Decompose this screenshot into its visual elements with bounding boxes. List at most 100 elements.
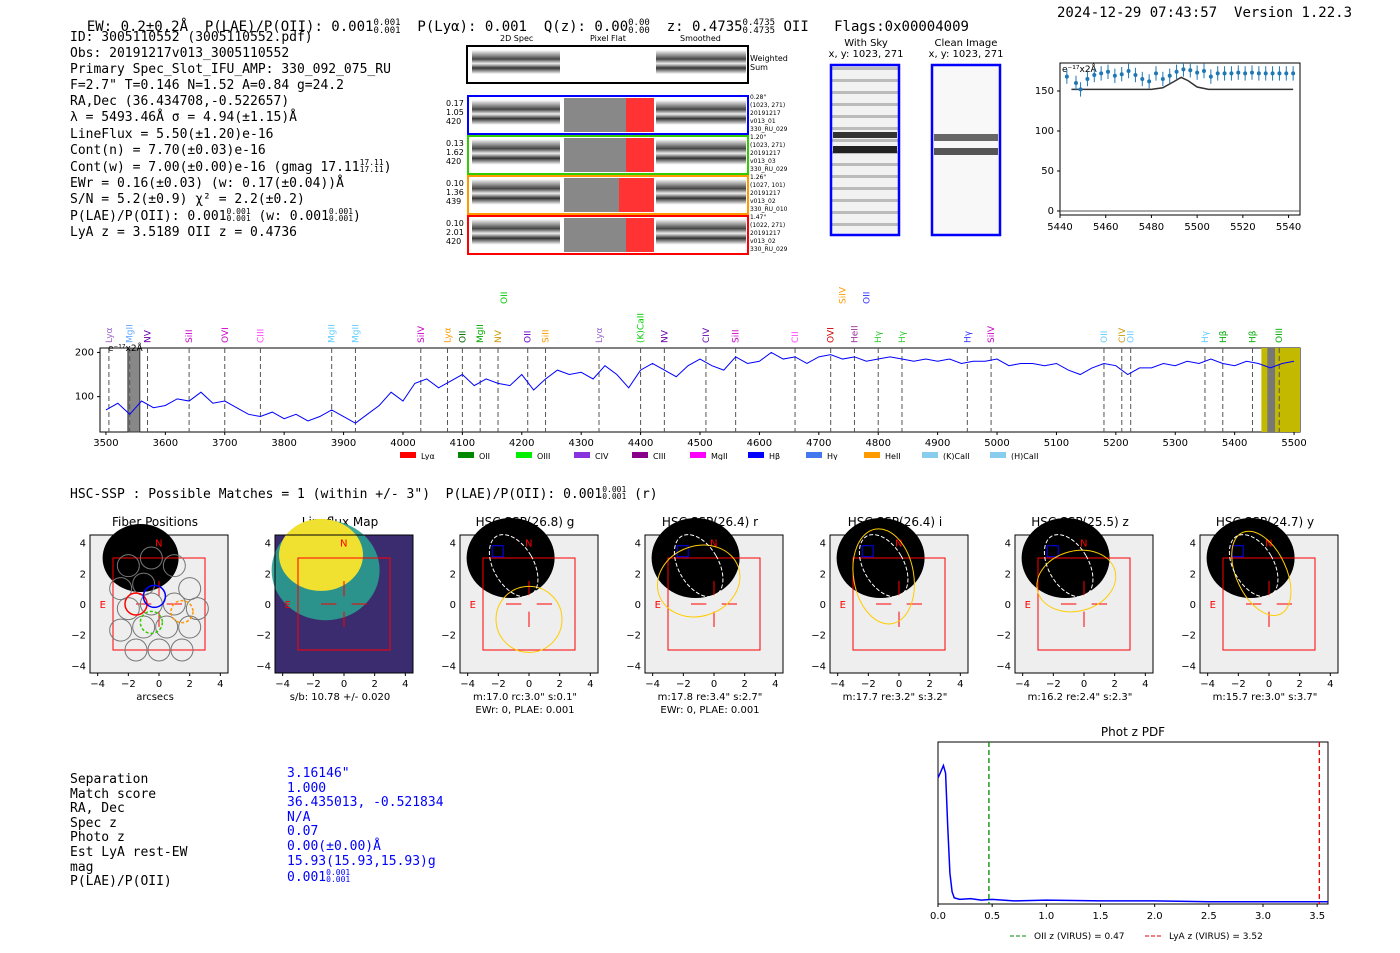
data-point <box>1222 71 1227 76</box>
pdf-line <box>937 763 1328 903</box>
aperture-box <box>1037 557 1131 651</box>
info-line: EWr = 0.16(±0.03) (w: 0.17(±0.04))Å <box>70 175 344 191</box>
match-value: 0.00(±0.00)Å <box>287 838 381 854</box>
detection-info: ID: 3005110552 (3005110552.pdf) Obs: 201… <box>70 30 392 241</box>
cutout-caption: m:17.7 re:3.2" s:3.2" <box>843 692 948 703</box>
info-plae-sup: 0.001 <box>226 207 251 217</box>
header-z: z: 0.4735 <box>666 19 743 35</box>
data-point <box>1160 77 1165 81</box>
legend-swatch <box>990 452 1006 458</box>
match-plae-sup: 0.001 <box>326 868 351 878</box>
masked-region <box>127 347 141 433</box>
aperture-box <box>852 557 946 651</box>
lineflux-peak <box>279 518 363 591</box>
x-tick-label: 3700 <box>212 438 237 449</box>
east-label: E <box>1025 600 1031 611</box>
legend-label: Lyα <box>421 452 435 460</box>
hsc-header: HSC-SSP : Possible Matches = 1 (within +… <box>70 485 658 503</box>
fiber-circle <box>139 546 163 570</box>
legend-label: (K)CaII <box>943 452 970 460</box>
cutout-ytick: −2 <box>1181 631 1196 642</box>
data-point <box>1154 71 1158 76</box>
info-line: λ = 5493.46Å σ = 4.94(±1.15)Å <box>70 110 297 126</box>
legend-label: (H)CaII <box>1011 452 1038 460</box>
x-tick-label: 4100 <box>450 438 475 449</box>
line-label-top: OII <box>500 292 510 304</box>
catalog-marker <box>1046 545 1059 558</box>
cutout-ytick: 2 <box>1005 569 1011 580</box>
fiber-circle <box>155 615 179 639</box>
cutout-xtick: 4 <box>1142 679 1148 690</box>
north-label: N <box>1080 539 1087 550</box>
match-value: 3.16146" <box>287 766 350 781</box>
match-value: 15.93(15.93,15.93)g <box>287 853 436 869</box>
x-tick-label: 5540 <box>1276 222 1301 230</box>
header-plae: P(LAE)/P(OII): 0.001 <box>204 19 374 35</box>
match-value: 36.435013, -0.521834 <box>287 795 444 811</box>
aperture-box <box>482 557 576 651</box>
data-point <box>1195 70 1200 75</box>
cutout-ytick: 4 <box>450 539 456 550</box>
row1-right: 0.28" (1023, 271) 20191217 v013_01 330_RU_02… <box>750 94 788 133</box>
east-label: E <box>100 600 106 611</box>
x-tick-label: 5400 <box>1222 438 1247 449</box>
x-tick-label: 5440 <box>1047 222 1072 230</box>
data-point <box>1085 77 1090 81</box>
match-plae-sub: 0.001 <box>326 875 351 885</box>
x-tick-label: 1.5 <box>1093 911 1109 922</box>
cutout-xtick: 0 <box>526 679 532 690</box>
data-point <box>1250 70 1254 75</box>
cutout-ytick: −2 <box>811 631 826 642</box>
info-plae-w-sub: 0.001 <box>328 214 354 224</box>
legend-swatch <box>806 452 822 458</box>
fiber-orange <box>170 599 194 624</box>
cutout-xtick: 4 <box>957 679 963 690</box>
cutout-ytick: 4 <box>80 539 86 550</box>
line-label: CII <box>791 331 801 343</box>
east-label: E <box>285 600 291 611</box>
cutout-xtick: 4 <box>402 679 408 690</box>
line-label: SiIV <box>417 325 427 343</box>
cutout-ytick: 0 <box>1190 600 1196 611</box>
cutout-xtick: 4 <box>1327 679 1333 690</box>
cutout-ytick: −2 <box>256 631 271 642</box>
x-tick-label: 4600 <box>747 438 772 449</box>
cutout-ytick: −4 <box>441 661 456 672</box>
info-line: Primary Spec_Slot_IFU_AMP: 330_092_075_R… <box>70 62 391 78</box>
x-tick-label: 3900 <box>331 438 356 449</box>
legend-label: CIII <box>653 452 666 460</box>
x-tick-label: 1.0 <box>1038 911 1054 922</box>
weighted-2d <box>472 50 560 80</box>
cutout-ytick: −4 <box>626 661 641 672</box>
header-qz-sup: 0.00 <box>628 18 650 28</box>
match-label: Photo z <box>70 830 125 846</box>
info-line: F=2.7" T=0.146 N=1.52 A=0.84 g=24.2 <box>70 78 344 94</box>
match-value: N/A <box>287 809 311 825</box>
x-tick-label: 3.5 <box>1309 911 1325 922</box>
match-label: RA, Dec <box>70 801 125 817</box>
x-tick-label: 3600 <box>153 438 178 449</box>
cutout-xtick: −2 <box>1231 679 1246 690</box>
cutout-xtick: 0 <box>711 679 717 690</box>
cutout-ytick: 2 <box>635 569 641 580</box>
line-label: MgII <box>328 324 338 343</box>
header-plae-sup: 0.001 <box>373 18 401 28</box>
match-ellipse <box>852 528 915 625</box>
info-plae-sub: 0.001 <box>226 214 251 224</box>
north-label: N <box>340 539 347 550</box>
cutout-ytick: −2 <box>71 631 86 642</box>
match-value: 0.07 <box>287 824 319 840</box>
col-2d-spec: 2D Spec <box>500 34 534 43</box>
header-z-sup: 0.4735 <box>742 18 776 28</box>
x-tick-label: 5200 <box>1103 438 1128 449</box>
cutout-xtick: 2 <box>1111 679 1117 690</box>
line-label: Lyα <box>105 327 115 343</box>
cutout-caption: m:17.0 rc:3.0" s:0.1" <box>473 692 577 703</box>
cutout-caption-2: EWr: 0, PLAE: 0.001 <box>660 705 759 716</box>
fit-center <box>1267 348 1276 432</box>
match-label: Spec z <box>70 815 117 831</box>
line-label: Lyα <box>444 327 454 343</box>
match-ellipse <box>1036 549 1117 613</box>
